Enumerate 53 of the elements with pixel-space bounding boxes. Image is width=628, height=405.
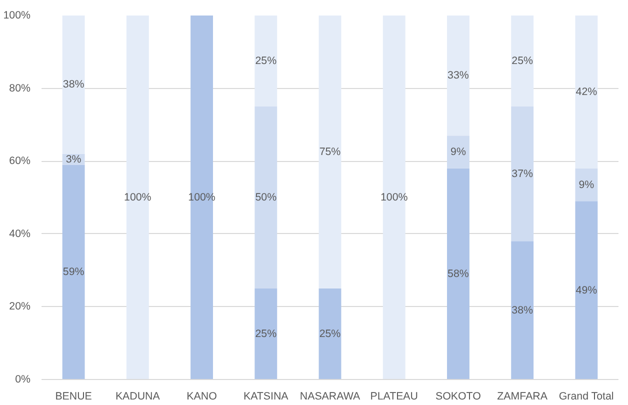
y-tick-label: 60% (9, 155, 32, 168)
bar (447, 168, 470, 380)
data-label: 38% (512, 304, 534, 316)
bar (511, 16, 534, 106)
bar (318, 16, 342, 288)
y-tick-label: 100% (3, 10, 32, 22)
data-label: 42% (576, 86, 598, 98)
bar (511, 241, 534, 380)
data-label: 38% (62, 78, 85, 91)
data-label: 49% (576, 284, 598, 296)
x-tick-label: KATSINA (243, 390, 290, 402)
data-label: 100% (380, 192, 408, 204)
data-label: 25% (319, 328, 342, 340)
bar (254, 288, 278, 380)
data-label: 25% (512, 55, 534, 67)
data-label: 75% (319, 146, 342, 158)
bar (575, 168, 598, 202)
bar (62, 164, 85, 380)
data-label: 3% (66, 153, 82, 166)
bar (382, 16, 406, 380)
x-tick-label: NASARAWA (300, 390, 361, 402)
y-tick-label: 20% (9, 300, 32, 313)
data-label: 9% (450, 146, 466, 158)
y-tick-label: 0% (15, 374, 32, 386)
data-label: 9% (578, 178, 595, 191)
y-tick-label: 40% (9, 228, 32, 240)
data-label: 59% (62, 266, 85, 278)
data-label: 25% (255, 328, 278, 340)
x-tick-label: ZAMFARA (497, 390, 548, 402)
x-tick-label: KADUNA (115, 390, 161, 402)
bar (126, 16, 149, 380)
bar (575, 201, 598, 380)
y-tick-label: 80% (9, 82, 32, 94)
x-tick-label: BENUE (55, 390, 92, 402)
bar (254, 16, 278, 106)
bar (511, 106, 534, 242)
x-tick-label: PLATEAU (370, 390, 418, 402)
data-label: 25% (255, 55, 278, 67)
data-label: 50% (255, 192, 278, 204)
bar (575, 16, 598, 168)
bar (447, 136, 470, 168)
data-label: 33% (448, 70, 470, 82)
bar (447, 16, 470, 136)
x-tick-label: SOKOTO (436, 390, 481, 402)
bar (318, 288, 342, 380)
bar (254, 106, 278, 288)
bar (190, 16, 213, 380)
data-label: 37% (512, 168, 534, 180)
x-tick-label: Grand Total (558, 390, 614, 402)
data-label: 58% (448, 268, 470, 280)
x-tick-label: KANO (186, 390, 217, 402)
bar (62, 16, 85, 154)
data-label: 100% (124, 192, 152, 204)
